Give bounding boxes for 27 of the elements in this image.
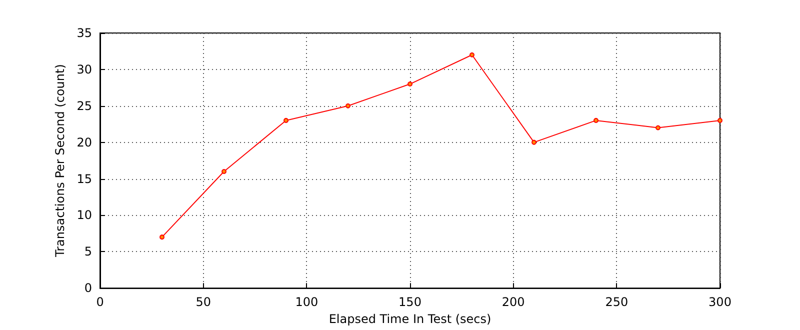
x-axis-title: Elapsed Time In Test (secs) xyxy=(328,312,492,326)
y-axis-title: Transactions Per Second (count) xyxy=(52,64,67,258)
y-tick-label: 30 xyxy=(76,62,92,76)
point xyxy=(532,140,536,145)
point xyxy=(470,52,474,58)
y-tick-label: 5 xyxy=(84,244,92,259)
point xyxy=(346,103,350,108)
point xyxy=(160,234,164,240)
y-tick-label: 10 xyxy=(76,208,92,222)
x-tick-label: 150 xyxy=(398,295,422,310)
x-tick-label: 0 xyxy=(96,295,104,310)
point xyxy=(408,82,412,87)
y-tick-label: 35 xyxy=(76,26,92,40)
x-tick-label: 100 xyxy=(295,295,318,310)
y-tick-label: 15 xyxy=(76,172,92,186)
point xyxy=(222,168,226,174)
point xyxy=(284,118,288,123)
point xyxy=(594,118,598,123)
x-tick-label: 50 xyxy=(196,295,211,310)
y-tick-label: 0 xyxy=(84,281,92,296)
point xyxy=(656,125,660,130)
x-tick-label: 250 xyxy=(605,295,628,310)
x-tick-label: 200 xyxy=(502,295,525,310)
y-tick-label: 25 xyxy=(76,98,92,113)
point xyxy=(718,118,722,123)
x-tick-label: 300 xyxy=(708,295,732,310)
y-tick-label: 20 xyxy=(76,135,92,150)
